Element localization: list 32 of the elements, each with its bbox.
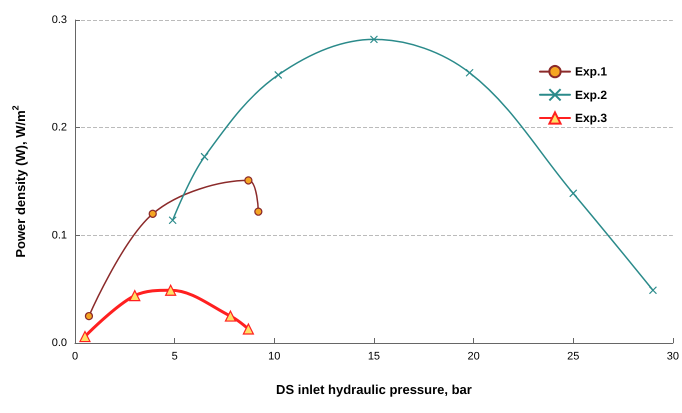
point	[569, 189, 578, 198]
x-tick-label: 30	[666, 350, 680, 362]
point	[165, 284, 176, 296]
point	[224, 310, 236, 322]
y-tick-label: 0.2	[52, 122, 67, 134]
legend-label: Exp.2	[574, 88, 608, 102]
x-tick-label: 25	[567, 350, 580, 362]
point	[148, 210, 157, 218]
x-axis-title: DS inlet hydraulic pressure, bar	[276, 382, 472, 397]
point	[168, 216, 177, 224]
y-tick-label: 0.3	[52, 14, 67, 26]
point	[274, 70, 282, 80]
point	[648, 286, 658, 294]
point	[370, 35, 378, 44]
point	[466, 68, 474, 77]
x-tick-label: 15	[368, 350, 380, 362]
x-tick-label: 5	[172, 350, 178, 362]
y-axis-title: Power density (W), W/m2	[10, 105, 28, 258]
point	[200, 152, 209, 161]
point	[254, 208, 262, 216]
point	[242, 323, 254, 335]
y-tick-label: 0.0	[52, 337, 67, 349]
point	[244, 176, 252, 185]
point	[129, 290, 140, 302]
x-tick-label: 0	[72, 350, 78, 362]
x-tick-label: 10	[268, 350, 280, 362]
legend-label: Exp.3	[574, 111, 608, 125]
y-tick-label: 0.1	[52, 229, 67, 242]
x-tick-label: 20	[467, 350, 480, 362]
legend-label: Exp.1	[574, 64, 608, 79]
point	[84, 312, 94, 320]
point	[79, 330, 91, 342]
